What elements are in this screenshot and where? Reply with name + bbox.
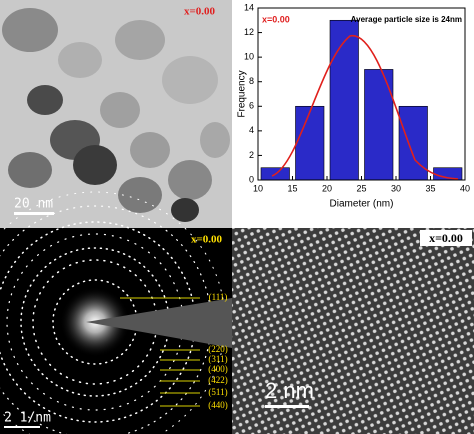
y-tick-label: 14 <box>244 2 254 12</box>
histogram-panel: 10 15 20 25 30 35 40 0 2 4 6 8 10 12 14 Diameter (nm) Fr… <box>232 0 474 228</box>
fit-curve <box>271 35 459 180</box>
bar <box>398 105 428 181</box>
y-tick-label: 10 <box>244 52 254 62</box>
ring-label: (220) <box>208 344 228 354</box>
ring-label: (422) <box>208 375 228 385</box>
ring-label: (440) <box>208 400 228 410</box>
x-tick-label: 30 <box>391 183 401 193</box>
x-tick-label: 35 <box>425 183 435 193</box>
tem-particles <box>2 8 230 222</box>
ring-label: (111) <box>209 292 228 302</box>
y-tick-label: 12 <box>244 27 254 37</box>
scale-bar-label: 20 nm <box>14 197 53 212</box>
y-axis-label: Frequency <box>237 70 248 117</box>
scale-bar-label: 2 nm <box>265 378 314 403</box>
y-tick-label: 0 <box>249 174 254 184</box>
ring-label: (400) <box>208 364 228 374</box>
scale-bar <box>265 405 309 408</box>
bar <box>295 105 325 181</box>
ring-label: (311) <box>208 354 227 364</box>
beam-stop <box>86 298 232 348</box>
x-axis-label: Diameter (nm) <box>330 199 394 210</box>
chart-label: x=0.00 <box>262 14 290 24</box>
lattice-image <box>232 228 474 434</box>
x-tick-label: 15 <box>287 183 297 193</box>
scale-bar <box>4 426 40 428</box>
x-tick-label: 40 <box>460 183 470 193</box>
bar <box>329 19 359 181</box>
scale-bar-label: 2 1/nm <box>4 411 51 426</box>
x-tick-label: 25 <box>356 183 366 193</box>
bar <box>364 69 394 181</box>
saed-panel: x=0.00 (111) (220)(311)(400)(422) (511) (44… <box>0 191 232 434</box>
label-box <box>420 230 472 246</box>
ring-labels: (111) (220)(311)(400)(422) (511) (440) <box>120 292 228 410</box>
x-tick-label: 20 <box>322 183 332 193</box>
panel-label: x=0.00 <box>191 234 223 246</box>
panel-label: x=0.00 <box>184 6 216 18</box>
annotation: Average particle size is 24nm <box>351 15 462 24</box>
y-tick-label: 8 <box>249 76 254 86</box>
scale-bar <box>14 212 54 215</box>
tem-panel: x=0.00 20 nm <box>0 0 232 228</box>
hrtem-panel: x=0.00 2 nm <box>232 228 474 434</box>
y-tick-label: 6 <box>249 101 254 111</box>
ring-label: (511) <box>208 387 227 397</box>
y-tick-label: 4 <box>249 125 254 135</box>
panel-label: x=0.00 <box>429 231 463 245</box>
x-tick-label: 10 <box>253 183 263 193</box>
y-tick-label: 2 <box>249 150 254 160</box>
